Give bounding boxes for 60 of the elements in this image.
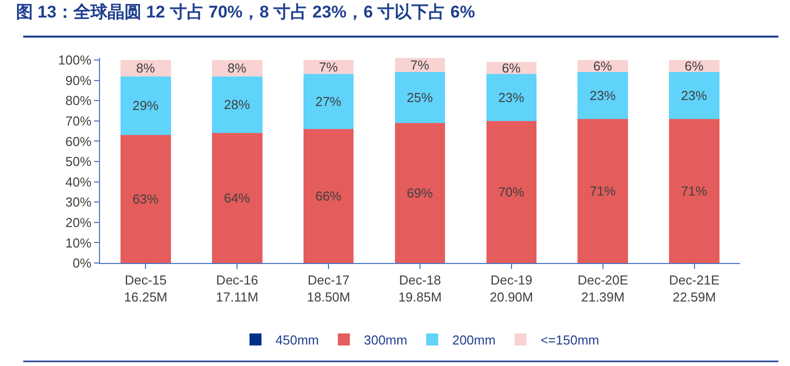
x-tick-label: Dec-19 20.90M — [490, 272, 534, 304]
x-tick-label: Dec-18 19.85M — [398, 272, 442, 304]
data-label: 66% — [315, 188, 342, 204]
data-label: 23% — [681, 88, 708, 104]
data-label: 69% — [406, 185, 434, 200]
bar — [303, 74, 354, 130]
bar — [120, 135, 171, 263]
y-tick-label: 80% — [65, 93, 92, 108]
data-label: 23% — [590, 88, 616, 104]
legend-label: 300mm — [364, 332, 408, 348]
legend-label: <=150mm — [540, 332, 600, 348]
bar — [486, 74, 537, 121]
x-tick-label: Dec-15 16.25M — [124, 272, 168, 304]
y-tick-label: 10% — [65, 235, 92, 250]
bar — [578, 72, 628, 119]
bar — [669, 118, 720, 263]
bar — [578, 118, 628, 263]
data-label: 29% — [132, 98, 159, 114]
data-label: 63% — [132, 192, 159, 207]
data-label: 8% — [136, 60, 156, 76]
bar — [120, 60, 171, 76]
data-label: 64% — [224, 190, 250, 206]
legend-label: 450mm — [276, 332, 319, 348]
data-label: 23% — [498, 90, 525, 106]
y-tick-label: 0% — [72, 256, 92, 271]
x-tick-label: Dec-20E 21.39M — [578, 272, 628, 304]
data-label: 6% — [684, 58, 704, 74]
data-label: 25% — [406, 90, 434, 106]
bar — [669, 72, 720, 119]
data-label: 7% — [410, 58, 430, 73]
data-label: 71% — [590, 183, 616, 198]
bar — [486, 120, 537, 263]
y-tick-label: 20% — [65, 214, 92, 230]
bar — [212, 60, 262, 76]
data-label: 71% — [681, 183, 708, 198]
data-label: 6% — [593, 58, 612, 74]
bar — [120, 76, 171, 136]
data-label: 6% — [502, 60, 522, 76]
x-tick-label: Dec-16 17.11M — [216, 272, 258, 304]
data-label: 7% — [318, 60, 338, 75]
legend-label: 200mm — [452, 332, 496, 348]
bar — [303, 129, 354, 263]
bar — [394, 122, 446, 263]
bar — [212, 133, 262, 263]
x-tick-label: Dec-17 18.50M — [306, 272, 350, 304]
bar — [394, 72, 446, 123]
y-tick-label: 100% — [58, 52, 92, 68]
chart-title: 图 13：全球晶圆 12 寸占 70%，8 寸占 23%，6 寸以下占 6% — [16, 2, 475, 22]
y-tick-label: 90% — [65, 72, 92, 88]
data-label: 27% — [315, 94, 342, 110]
y-tick-label: 50% — [65, 154, 92, 170]
bar — [212, 76, 262, 134]
y-tick-label: 40% — [65, 174, 92, 190]
y-tick-label: 60% — [65, 134, 92, 149]
data-label: 8% — [228, 60, 247, 76]
data-label: 70% — [498, 184, 525, 200]
y-tick-label: 30% — [65, 194, 92, 210]
x-tick-label: Dec-21E 22.59M — [669, 272, 720, 304]
data-label: 28% — [224, 97, 250, 112]
y-tick-label: 70% — [65, 113, 92, 128]
